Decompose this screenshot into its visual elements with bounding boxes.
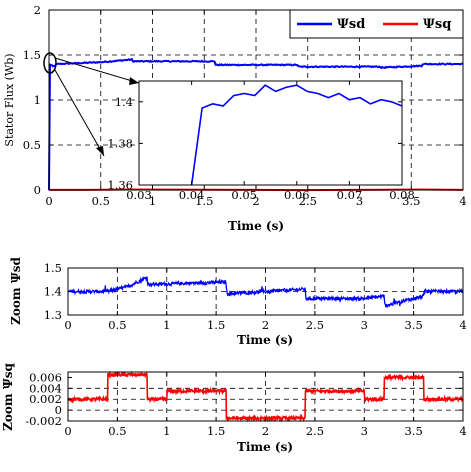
panel-1-ytick-label: 2 <box>34 3 41 17</box>
panel-1-xtick-label: 3.5 <box>402 194 420 208</box>
inset-xtick-label: 0.05 <box>231 188 257 202</box>
panel-3-ytick-label: 0.002 <box>29 392 62 406</box>
panel-1-xtick-label: 4 <box>459 194 466 208</box>
panel-3-grid <box>68 372 463 421</box>
inset-background <box>139 81 402 185</box>
zoom-arrow-top <box>54 57 140 84</box>
panel-1-ticks: 0 0.5 1 1.5 2 2.5 3 3.5 4 0 0.5 1 1.5 2 <box>23 3 467 208</box>
inset-ytick-label: 1.38 <box>107 136 133 150</box>
panel-2-xtick-label: 4 <box>459 318 466 332</box>
panel-2-xtick-label: 0.5 <box>108 318 126 332</box>
inset-ytick-label: 1.4 <box>115 95 133 109</box>
panel-1-xtick-label: 2 <box>252 194 259 208</box>
panel-2-xtick-label: 3.5 <box>404 318 422 332</box>
inset-xtick-label: 0.03 <box>126 188 152 202</box>
panel-2-ytick-label: 1.5 <box>44 261 62 275</box>
panel-1-xtick-label: 3 <box>356 194 363 208</box>
panel-3-xtick-label: 3.5 <box>404 424 422 438</box>
panel-1-xlabel: Time (s) <box>228 219 284 233</box>
panel-2-ticks: 0 0.5 1 1.5 2 2.5 3 3.5 4 1.3 1.4 1.5 <box>44 261 467 332</box>
panel-2-xtick-label: 2.5 <box>306 318 324 332</box>
panel-2-xtick-label: 2 <box>262 318 269 332</box>
inset-psi-sd-line <box>190 84 403 186</box>
panel-3-xtick-label: 2.5 <box>306 424 324 438</box>
panel-2-xtick-label: 1.5 <box>207 318 225 332</box>
panel-3-ytick-label: 0.004 <box>29 381 62 395</box>
inset-xtick-label: 0.04 <box>179 188 205 202</box>
panel-2-series <box>67 276 464 309</box>
inset-xtick-label: 0.07 <box>337 188 363 202</box>
panel-2-ylabel: Zoom Ψsd <box>9 257 23 325</box>
panel-1: 0 0.5 1 1.5 2 2.5 3 3.5 4 0 0.5 1 1.5 2 Time (s) Stat… <box>3 3 467 233</box>
panel-3-xtick-label: 3 <box>361 424 368 438</box>
legend-label-psi-sq: Ψsq <box>423 17 451 32</box>
inset-ticks: 0.03 0.04 0.05 0.06 0.07 0.08 1.36 1.38 1.4 <box>107 81 415 202</box>
panel-3-xtick-label: 1 <box>163 424 170 438</box>
panel-3-xtick-label: 4 <box>459 424 466 438</box>
series-psi-sd-line <box>48 57 464 190</box>
panel-3-ytick-label: -0.002 <box>25 414 62 428</box>
inset-frame <box>138 80 403 186</box>
inset-xtick-label: 0.08 <box>389 188 415 202</box>
panel-3-xtick-label: 2 <box>262 424 269 438</box>
panel-1-xtick-label: 0 <box>45 194 52 208</box>
zoom-annotation <box>43 52 140 157</box>
zoom-arrowhead-bottom <box>96 146 104 156</box>
panel-3-ytick-label: 0.006 <box>29 370 62 384</box>
inset-xtick-label: 0.06 <box>284 188 310 202</box>
panel-2-xtick-label: 0 <box>64 318 71 332</box>
panel-3-ytick-label: 0 <box>55 403 62 417</box>
panel-3-xtick-label: 0.5 <box>108 424 126 438</box>
panel-1-xtick-label: 0.5 <box>92 194 110 208</box>
panel-1-legend: Ψsd Ψsq <box>289 9 464 39</box>
inset-ytick-label: 1.36 <box>107 178 133 192</box>
panel-2: 0 0.5 1 1.5 2 2.5 3 3.5 4 1.3 1.4 1.5 Time (s) Zoom… <box>9 257 467 347</box>
panel-2-xtick-label: 3 <box>361 318 368 332</box>
zoom-ellipse <box>43 52 57 74</box>
zoom-arrowhead-top <box>129 77 139 85</box>
inset-series <box>190 84 403 186</box>
panel-3-ylabel: Zoom Ψsq <box>1 363 15 431</box>
panel-3-frame <box>67 371 464 422</box>
panel-2-ytick-label: 1.3 <box>44 308 62 322</box>
panel-1-ytick-label: 0 <box>34 183 41 197</box>
panel-2-grid <box>68 268 463 315</box>
panel-1-ytick-label: 1.5 <box>23 48 41 62</box>
series-zoom-psi-sd-line <box>67 276 464 309</box>
panel-1-ylabel: Stator Flux (Wb) <box>3 53 16 146</box>
inset-plot: 0.03 0.04 0.05 0.06 0.07 0.08 1.36 1.38 1.4 <box>107 80 415 202</box>
panel-2-xlabel: Time (s) <box>237 333 293 347</box>
panel-1-xtick-label: 1.5 <box>195 194 213 208</box>
legend-label-psi-sd: Ψsd <box>337 17 365 32</box>
panel-3: 0 0.5 1 1.5 2 2.5 3 3.5 4-0.00200.0020.0040.006 … <box>1 363 467 454</box>
panel-2-xtick-label: 1 <box>163 318 170 332</box>
panel-1-xtick-label: 1 <box>149 194 156 208</box>
panel-3-xtick-label: 1.5 <box>207 424 225 438</box>
panel-2-ytick-label: 1.4 <box>44 285 62 299</box>
panel-1-xtick-label: 2.5 <box>299 194 317 208</box>
panel-1-ytick-label: 0.5 <box>23 138 41 152</box>
zoom-arrow-bottom <box>54 69 105 157</box>
panel-1-ytick-label: 1 <box>34 93 41 107</box>
panel-3-xtick-label: 0 <box>64 424 71 438</box>
panel-3-xlabel: Time (s) <box>237 440 293 454</box>
